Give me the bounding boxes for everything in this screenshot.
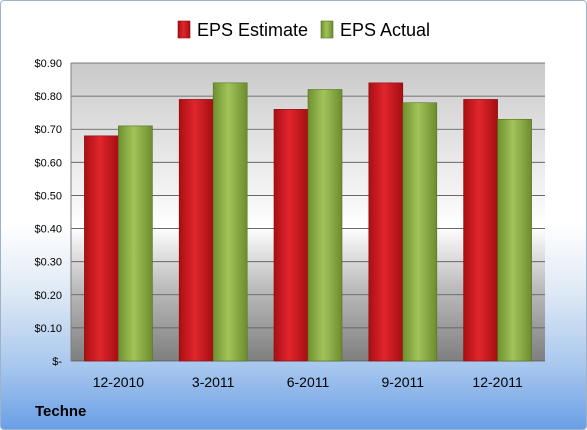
bar-eps-actual: [118, 125, 153, 362]
y-tick-label: $0.80: [34, 91, 62, 103]
bar-eps-actual: [402, 102, 438, 362]
company-label: Techne: [35, 403, 87, 420]
y-tick-label: $0.60: [34, 157, 62, 169]
bar-eps-estimate: [178, 99, 214, 362]
x-tick-label: 3-2011: [192, 374, 235, 390]
y-tick-label: $0.10: [34, 323, 62, 335]
legend: EPS Estimate EPS Actual: [177, 20, 430, 40]
bars: [84, 82, 532, 362]
bar-eps-estimate: [273, 109, 309, 362]
legend-swatch-estimate: [177, 20, 191, 39]
x-tick-label: 12-2011: [472, 374, 523, 390]
legend-swatch-actual: [320, 20, 334, 39]
y-tick-label: $0.70: [34, 124, 62, 136]
y-tick-label: $0.90: [34, 58, 62, 70]
x-axis-ticks: 12-2010 3-2011 6-2011 9-2011 12-2011: [93, 374, 523, 390]
x-tick-label: 9-2011: [382, 374, 425, 390]
y-tick-label: $0.40: [34, 224, 62, 236]
bar-eps-estimate: [368, 82, 404, 362]
y-tick-label: $0.50: [34, 190, 62, 202]
x-tick-label: 12-2010: [93, 374, 145, 390]
y-tick-label: $0.30: [34, 257, 62, 269]
y-tick-label: $-: [52, 356, 62, 368]
bar-eps-estimate: [84, 135, 119, 362]
x-tick-label: 6-2011: [287, 374, 330, 390]
legend-label-estimate: EPS Estimate: [197, 20, 308, 40]
bar-eps-estimate: [463, 99, 498, 362]
y-axis-ticks: $- $0.10 $0.20 $0.30 $0.40 $0.50 $0.60 $0.70 $0.…: [34, 58, 62, 368]
y-tick-label: $0.20: [34, 290, 62, 302]
bar-eps-actual: [307, 89, 343, 362]
legend-label-actual: EPS Actual: [340, 20, 430, 40]
bar-eps-actual: [497, 118, 532, 362]
bar-eps-actual: [212, 82, 248, 362]
